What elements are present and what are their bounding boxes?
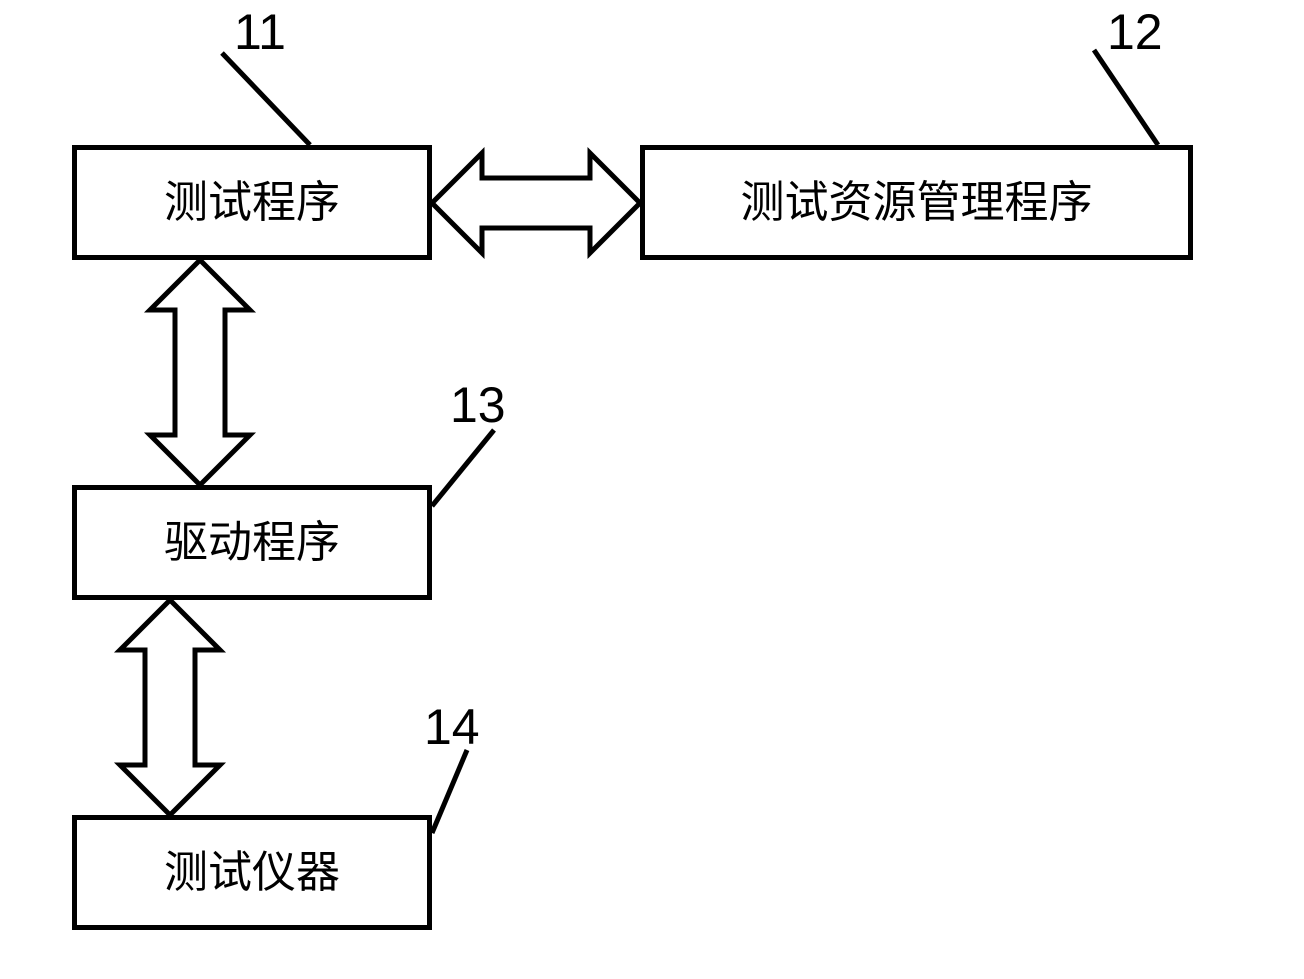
flowchart-diagram: 测试程序11测试资源管理程序12驱动程序13测试仪器14 — [0, 0, 1304, 979]
double-arrow-2 — [0, 0, 1304, 979]
